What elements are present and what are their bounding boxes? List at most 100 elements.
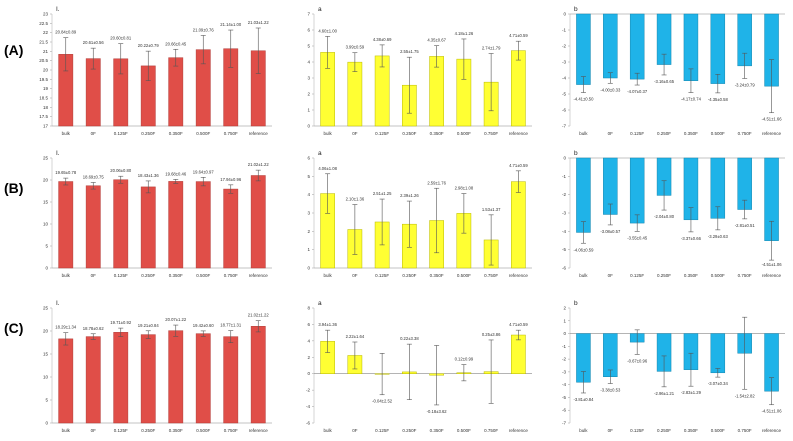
y-tick-label: 20 xyxy=(43,68,49,73)
chart-C-a: a -6 -4 -2 0 2 4 6 8 3.94±1.36 bulk 2.22±1.64 0F -0.0… xyxy=(306,300,532,433)
x-tick-label: 0.500F xyxy=(457,131,471,136)
data-label: 19.68±0.46 xyxy=(165,171,187,176)
x-tick-label: 0F xyxy=(352,131,358,136)
row-label-a: (A) xyxy=(4,42,24,58)
x-tick-label: reference xyxy=(249,273,269,278)
y-tick-label: 15 xyxy=(43,200,49,205)
data-label: 20.07±1.22 xyxy=(165,317,187,322)
x-tick-label: 0.500F xyxy=(457,428,471,433)
data-label: 2.39±1.26 xyxy=(400,193,419,198)
bar xyxy=(58,338,74,424)
x-tick-label: 0.125F xyxy=(114,131,128,136)
chart-title: b xyxy=(574,6,578,13)
data-label: -4.41±0.50 xyxy=(573,97,594,102)
x-tick-label: 0.250F xyxy=(657,131,671,136)
y-tick-label: -1 xyxy=(562,344,566,349)
data-label: -2.96±1.21 xyxy=(654,391,675,396)
chart-A-b: b 0 -1 -2 -3 -4 -5 -6 -7 -4.41±0.50 bulk -4.00±0.33… xyxy=(562,6,785,136)
data-label: 3.99±0.59 xyxy=(346,45,365,50)
bar xyxy=(629,13,645,80)
chart-title: I. xyxy=(56,6,60,13)
row-label-c: (C) xyxy=(4,320,24,336)
data-label: 18.78±0.62 xyxy=(83,326,105,331)
data-label: 2.22±1.64 xyxy=(346,334,365,339)
y-tick-label: 23 xyxy=(43,12,49,17)
data-label: 21.02±1.22 xyxy=(248,162,270,167)
y-tick-label: 0 xyxy=(563,12,566,17)
bar xyxy=(85,185,101,269)
x-tick-label: reference xyxy=(509,428,529,433)
y-tick-label: 19.5 xyxy=(39,77,48,82)
data-label: -3.24±0.79 xyxy=(735,82,756,87)
x-tick-label: 0.350F xyxy=(430,428,444,433)
x-tick-label: 0.250F xyxy=(141,131,155,136)
x-tick-label: bulk xyxy=(579,131,588,136)
chart-title: I. xyxy=(56,300,60,307)
data-label: -4.51±1.06 xyxy=(762,409,783,414)
data-label: 19.64±0.97 xyxy=(193,169,215,174)
x-tick-label: 0.500F xyxy=(711,131,725,136)
y-tick-label: 4 xyxy=(307,338,310,343)
data-label: 20.06±0.80 xyxy=(110,168,132,173)
x-tick-label: bulk xyxy=(62,131,71,136)
x-tick-label: 0.250F xyxy=(402,273,416,278)
chart-title: a xyxy=(318,300,322,307)
bar xyxy=(710,13,726,84)
data-label: 18.77±1.31 xyxy=(220,323,242,328)
bar xyxy=(168,181,184,269)
x-tick-label: 0.125F xyxy=(375,428,389,433)
data-label: -3.38±0.53 xyxy=(600,388,621,393)
data-label: 18.69±0.75 xyxy=(83,174,105,179)
data-label: -4.17±0.74 xyxy=(681,97,702,102)
y-tick-label: -3 xyxy=(562,211,566,216)
y-tick-label: 21 xyxy=(43,49,49,54)
row-label-b: (B) xyxy=(4,180,24,196)
y-tick-label: -3 xyxy=(562,369,566,374)
chart-C-l: I. 0 5 10 15 20 25 18.29±1.34 bulk 18.78±0.62 0F 19… xyxy=(43,300,272,433)
bar xyxy=(85,336,101,424)
data-label: 2.55±1.75 xyxy=(400,49,419,54)
x-tick-label: 0.125F xyxy=(114,428,128,433)
data-label: 0.22±3.38 xyxy=(400,336,419,341)
x-tick-label: 0F xyxy=(91,273,97,278)
x-tick-label: 0.125F xyxy=(630,131,644,136)
chart-title: a xyxy=(318,150,322,157)
bar xyxy=(250,175,266,269)
data-label: 2.59±1.76 xyxy=(427,180,446,185)
data-label: -3.08±0.57 xyxy=(600,229,621,234)
x-tick-label: 0.125F xyxy=(375,131,389,136)
data-label: 4.35±0.67 xyxy=(427,38,446,43)
x-tick-label: 0.350F xyxy=(169,273,183,278)
x-tick-label: 0.500F xyxy=(196,131,210,136)
y-tick-label: 4 xyxy=(307,60,310,65)
y-tick-label: 10 xyxy=(43,222,49,227)
y-tick-label: 17 xyxy=(43,124,49,129)
y-tick-label: 21.5 xyxy=(39,40,48,45)
x-tick-label: bulk xyxy=(62,273,71,278)
data-label: 4.71±0.59 xyxy=(509,33,528,38)
bar xyxy=(250,326,266,424)
chart-A-a: a 0 1 2 3 4 5 6 7 4.60±1.00 bulk 3.99±0.59 0F 4.38±0.… xyxy=(307,6,532,136)
y-tick-label: -4 xyxy=(562,382,566,387)
x-tick-label: 0.500F xyxy=(196,273,210,278)
x-tick-label: 0.750F xyxy=(224,273,238,278)
x-tick-label: 0.500F xyxy=(457,273,471,278)
bar xyxy=(168,330,184,424)
data-label: -0.67±0.96 xyxy=(627,358,648,363)
data-label: 20.84±0.89 xyxy=(55,30,77,35)
bar xyxy=(511,50,526,127)
data-label: -3.16±0.65 xyxy=(654,79,675,84)
x-tick-label: 0F xyxy=(608,131,614,136)
data-label: -4.51±1.06 xyxy=(762,262,783,267)
data-label: -4.35±0.58 xyxy=(708,97,729,102)
chart-title: b xyxy=(574,300,578,307)
y-tick-label: 20 xyxy=(43,329,49,334)
x-tick-label: 0.350F xyxy=(684,428,698,433)
y-tick-label: 7 xyxy=(307,12,310,17)
x-tick-label: 0.750F xyxy=(224,428,238,433)
y-tick-label: -6 xyxy=(562,408,566,413)
x-tick-label: 0.350F xyxy=(169,131,183,136)
data-label: -3.55±0.45 xyxy=(627,235,648,240)
x-tick-label: 0.250F xyxy=(402,131,416,136)
data-label: 0.25±3.86 xyxy=(482,332,501,337)
